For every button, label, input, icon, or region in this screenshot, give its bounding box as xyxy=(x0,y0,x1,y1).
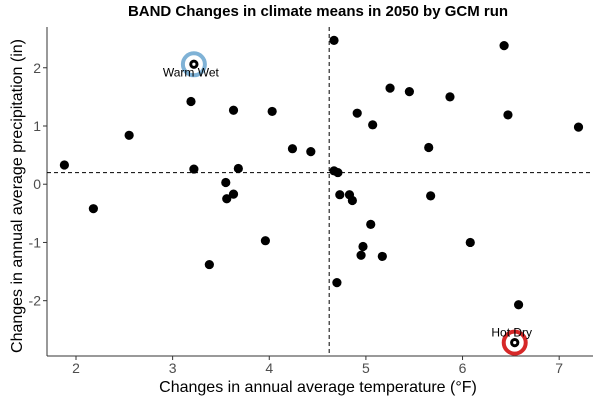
y-tick-label: 2 xyxy=(33,60,41,76)
data-point xyxy=(221,177,231,188)
x-tick-label: 5 xyxy=(362,360,370,376)
data-point xyxy=(306,147,316,157)
data-point xyxy=(465,237,475,248)
chart-title: BAND Changes in climate means in 2050 by… xyxy=(128,3,508,20)
data-point xyxy=(124,130,134,140)
x-axis-title: Changes in annual average temperature (°… xyxy=(159,379,477,396)
data-point xyxy=(204,259,214,270)
highlight-center xyxy=(513,341,517,345)
y-tick-label: 1 xyxy=(33,118,41,134)
data-point xyxy=(335,190,345,200)
data-point xyxy=(426,191,436,201)
plot-area: 2 3 4 5 6 7 -2 -1 0 1 2 Warm Wet Hot Dry xyxy=(29,27,593,376)
data-point xyxy=(332,278,342,288)
x-tick-label: 7 xyxy=(555,360,563,376)
data-point xyxy=(377,251,387,262)
data-point xyxy=(233,163,243,174)
highlight-label: Hot Dry xyxy=(491,326,532,340)
x-tick-label: 4 xyxy=(265,360,273,376)
data-point xyxy=(424,142,434,153)
y-axis-title: Changes in annual average precipitation … xyxy=(9,39,26,353)
x-tick-label: 2 xyxy=(72,360,80,376)
data-point xyxy=(573,122,584,132)
data-point xyxy=(356,250,366,260)
data-point xyxy=(333,167,343,178)
data-point xyxy=(267,106,277,117)
y-tick-label: 0 xyxy=(33,176,41,192)
data-point xyxy=(189,164,199,174)
highlight-ring xyxy=(180,51,207,78)
highlight-ring xyxy=(501,329,528,356)
data-point xyxy=(228,105,239,115)
y-tick-label: -1 xyxy=(29,234,42,250)
y-tick-label: -2 xyxy=(29,293,42,309)
data-point xyxy=(445,92,455,102)
highlight-center xyxy=(192,62,196,66)
x-tick-label: 3 xyxy=(169,360,177,376)
data-point xyxy=(368,120,378,130)
data-point xyxy=(228,189,239,199)
data-point xyxy=(260,236,270,246)
data-point xyxy=(513,300,524,310)
data-point xyxy=(287,144,298,154)
x-tick-label: 6 xyxy=(459,360,467,376)
data-point xyxy=(385,83,395,93)
highlight-label: Warm Wet xyxy=(163,65,220,79)
data-point xyxy=(404,87,414,97)
data-point xyxy=(88,204,98,214)
data-point xyxy=(222,194,232,204)
data-point xyxy=(59,160,69,170)
data-point xyxy=(366,219,376,229)
data-point xyxy=(358,241,368,252)
data-point xyxy=(347,195,357,206)
data-point xyxy=(499,41,509,51)
data-point xyxy=(186,96,196,107)
data-point xyxy=(329,35,339,45)
data-point xyxy=(503,110,513,120)
data-point xyxy=(352,108,362,118)
